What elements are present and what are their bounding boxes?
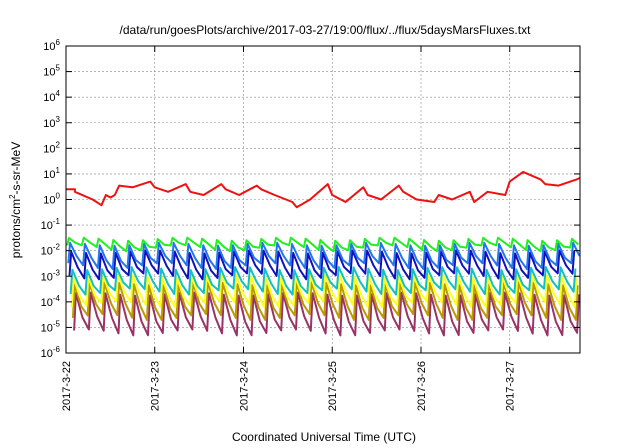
- y-axis-label-sup: 2: [8, 194, 17, 199]
- series-line: [67, 241, 581, 271]
- series-line: [70, 273, 578, 309]
- y-tick-exp: 3: [56, 115, 61, 124]
- x-tick-label: 2017-3-23: [150, 361, 162, 411]
- y-tick-label: 105: [43, 64, 60, 79]
- y-tick-exp: -1: [53, 217, 61, 226]
- y-tick-base: 10: [41, 220, 53, 232]
- y-tick-base: 10: [43, 41, 55, 53]
- x-tick-labels: 2017-3-22 2017-3-23 2017-3-24 2017-3-25 2017…: [61, 361, 517, 411]
- y-tick-exp: 1: [56, 166, 61, 175]
- y-tick-label: 10-1: [41, 217, 61, 232]
- series-line: [66, 170, 581, 209]
- x-tick-label: 2017-3-24: [238, 361, 250, 411]
- x-axis-label: Coordinated Universal Time (UTC): [232, 430, 416, 444]
- series-line: [69, 266, 577, 296]
- y-tick-base: 10: [41, 246, 53, 258]
- y-tick-base: 10: [43, 143, 55, 155]
- y-tick-exp: 5: [56, 64, 61, 73]
- y-tick-base: 10: [43, 92, 55, 104]
- y-tick-labels: 10610510410310210110010-110-210-310-410-…: [41, 38, 61, 360]
- y-tick-label: 103: [43, 115, 60, 130]
- series-layer: [66, 170, 581, 337]
- x-tick-label: 2017-3-27: [505, 361, 517, 411]
- y-tick-exp: -3: [53, 268, 61, 277]
- y-tick-exp: 0: [56, 192, 61, 201]
- series-line: [73, 291, 580, 337]
- y-tick-label: 106: [43, 38, 60, 53]
- y-tick-exp: -2: [53, 243, 61, 252]
- y-axis-label-base: protons/cm: [9, 199, 23, 258]
- y-tick-label: 104: [43, 89, 60, 104]
- series-line: [66, 236, 580, 253]
- y-tick-exp: -6: [53, 345, 61, 354]
- y-tick-base: 10: [41, 271, 53, 283]
- y-tick-label: 101: [43, 166, 60, 181]
- x-tick-label: 2017-3-26: [416, 361, 428, 411]
- y-tick-label: 10-4: [41, 294, 61, 309]
- x-tick-label: 2017-3-22: [61, 361, 73, 411]
- y-tick-exp: 4: [56, 89, 61, 98]
- y-axis-label: protons/cm2-s-sr-MeV: [8, 142, 23, 258]
- series-line: [68, 249, 576, 281]
- y-tick-label: 10-3: [41, 268, 61, 283]
- y-tick-label: 102: [43, 140, 60, 155]
- x-tick-label: 2017-3-25: [327, 361, 339, 411]
- chart-title: /data/run/goesPlots/archive/2017-03-27/1…: [120, 23, 532, 37]
- series-line: [71, 281, 579, 321]
- y-tick-base: 10: [41, 297, 53, 309]
- y-tick-label: 10-5: [41, 319, 61, 334]
- y-tick-exp: 6: [56, 38, 61, 47]
- y-tick-label: 10-6: [41, 345, 61, 360]
- y-tick-base: 10: [41, 322, 53, 334]
- y-tick-exp: 2: [56, 140, 61, 149]
- y-tick-exp: -4: [53, 294, 61, 303]
- y-tick-base: 10: [43, 118, 55, 130]
- y-tick-label: 100: [43, 192, 60, 207]
- y-tick-base: 10: [43, 67, 55, 79]
- y-tick-exp: -5: [53, 319, 61, 328]
- y-tick-label: 10-2: [41, 243, 61, 258]
- y-axis-label-rest: -s-sr-MeV: [9, 142, 23, 195]
- y-tick-base: 10: [43, 169, 55, 181]
- y-tick-base: 10: [41, 348, 53, 360]
- ticks: [65, 45, 580, 354]
- y-tick-base: 10: [43, 195, 55, 207]
